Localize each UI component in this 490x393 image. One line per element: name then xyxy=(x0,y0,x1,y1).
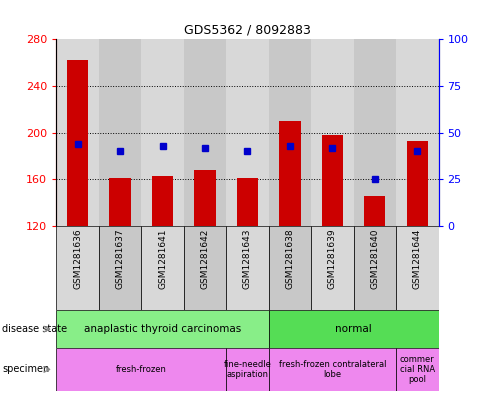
Text: specimen: specimen xyxy=(2,364,49,375)
Bar xyxy=(226,226,269,310)
Bar xyxy=(109,178,131,226)
Bar xyxy=(195,170,216,226)
Bar xyxy=(56,348,226,391)
Bar xyxy=(184,226,226,310)
Bar xyxy=(407,141,428,226)
Text: fresh-frozen contralateral
lobe: fresh-frozen contralateral lobe xyxy=(279,360,386,379)
Text: anaplastic thyroid carcinomas: anaplastic thyroid carcinomas xyxy=(84,324,241,334)
Text: GSM1281638: GSM1281638 xyxy=(285,228,294,289)
Text: GSM1281636: GSM1281636 xyxy=(73,228,82,289)
Bar xyxy=(311,226,354,310)
Bar xyxy=(152,176,173,226)
Bar xyxy=(269,39,311,226)
Bar xyxy=(269,226,311,310)
Text: GSM1281644: GSM1281644 xyxy=(413,228,422,289)
Bar xyxy=(354,226,396,310)
Bar xyxy=(396,39,439,226)
Bar xyxy=(364,196,386,226)
Text: fine-needle
aspiration: fine-needle aspiration xyxy=(223,360,271,379)
Bar xyxy=(354,39,396,226)
Bar xyxy=(396,226,439,310)
Bar xyxy=(141,39,184,226)
Title: GDS5362 / 8092883: GDS5362 / 8092883 xyxy=(184,24,311,37)
Text: GSM1281640: GSM1281640 xyxy=(370,228,379,289)
Bar xyxy=(269,310,439,348)
Bar xyxy=(237,178,258,226)
Bar xyxy=(322,135,343,226)
Bar xyxy=(184,39,226,226)
Bar xyxy=(67,60,88,226)
Bar xyxy=(279,121,300,226)
Bar xyxy=(396,348,439,391)
Text: GSM1281642: GSM1281642 xyxy=(200,228,210,289)
Bar xyxy=(226,39,269,226)
Bar xyxy=(56,39,99,226)
Text: GSM1281641: GSM1281641 xyxy=(158,228,167,289)
Text: normal: normal xyxy=(335,324,372,334)
Text: GSM1281643: GSM1281643 xyxy=(243,228,252,289)
Bar xyxy=(56,226,99,310)
Text: GSM1281639: GSM1281639 xyxy=(328,228,337,289)
Bar xyxy=(99,226,141,310)
Text: fresh-frozen: fresh-frozen xyxy=(116,365,167,374)
Bar xyxy=(141,226,184,310)
Text: GSM1281637: GSM1281637 xyxy=(116,228,124,289)
Bar xyxy=(269,348,396,391)
Bar xyxy=(56,310,269,348)
Text: commer
cial RNA
pool: commer cial RNA pool xyxy=(400,354,435,384)
Bar xyxy=(226,348,269,391)
Bar xyxy=(99,39,141,226)
Text: disease state: disease state xyxy=(2,324,68,334)
Bar xyxy=(311,39,354,226)
